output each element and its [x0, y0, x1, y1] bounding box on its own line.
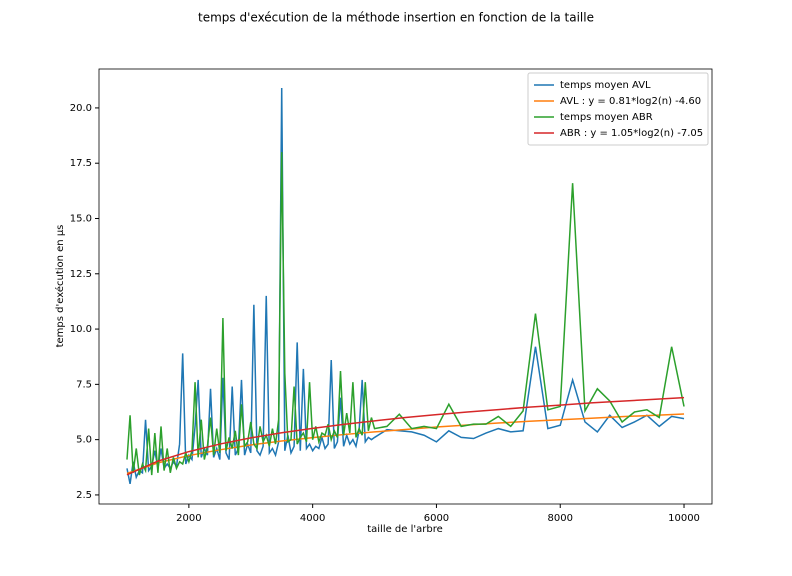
- y-tick-label: 10.0: [70, 324, 92, 335]
- x-tick-label: 8000: [548, 513, 573, 524]
- y-tick-label: 12.5: [70, 269, 92, 280]
- y-tick-label: 17.5: [70, 158, 92, 169]
- y-tick-label: 20.0: [70, 103, 92, 114]
- legend-label: temps moyen AVL: [560, 80, 651, 91]
- x-tick-label: 6000: [424, 513, 449, 524]
- chart-title: temps d'exécution de la méthode insertio…: [198, 11, 594, 25]
- legend-label: temps moyen ABR: [560, 112, 653, 123]
- x-tick-label: 4000: [300, 513, 325, 524]
- x-tick-label: 10000: [668, 513, 700, 524]
- y-tick-label: 2.5: [76, 490, 92, 501]
- series-line: [126, 396, 685, 476]
- y-tick-label: 15.0: [70, 213, 92, 224]
- y-axis-label: temps d'exécution en µs: [54, 225, 66, 348]
- series-line: [126, 88, 685, 485]
- x-axis-label: taille de l'arbre: [367, 524, 443, 535]
- x-tick-label: 2000: [176, 513, 201, 524]
- plot-area: [126, 88, 685, 485]
- legend-label: ABR : y = 1.05*log2(n) -7.05: [560, 128, 703, 139]
- plot-frame: [98, 68, 713, 505]
- y-tick-label: 7.5: [76, 379, 92, 390]
- y-tick-label: 5.0: [76, 435, 92, 446]
- legend-label: AVL : y = 0.81*log2(n) -4.60: [560, 96, 701, 107]
- legend-box: [527, 72, 709, 146]
- series-line: [126, 152, 685, 476]
